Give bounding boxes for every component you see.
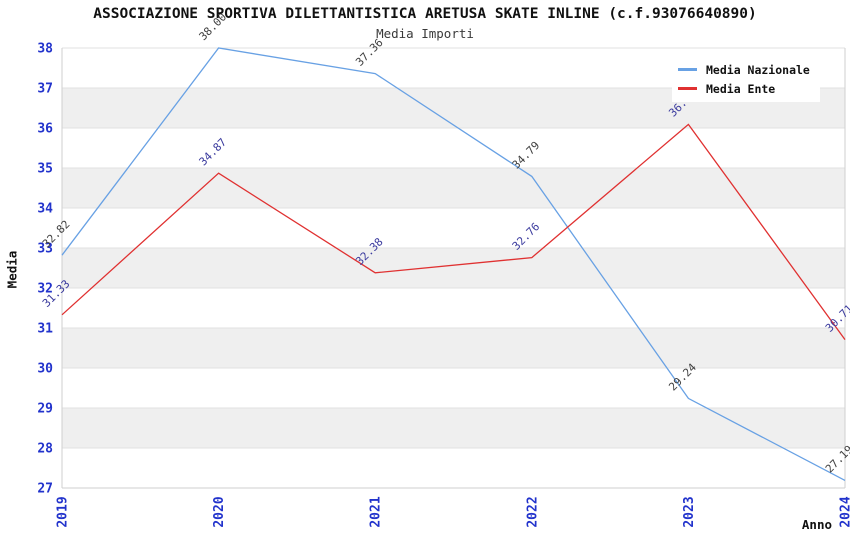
chart-legend: Media Nazionale Media Ente [672,56,820,102]
x-axis-label: Anno [801,517,832,532]
y-tick-label: 34 [37,202,53,217]
y-tick-label: 33 [37,242,53,257]
chart-subtitle: Media Importi [376,26,474,41]
legend-item-media-nazionale: Media Nazionale [678,60,820,79]
plot-band-gray [62,408,845,448]
plot-band-gray [62,328,845,368]
x-tick-label: 2020 [212,496,227,527]
plot-band-white [62,128,845,168]
series-line-media-nazionale [61,47,846,481]
legend-swatch-blue-line-icon [678,68,697,71]
x-tick-label: 2019 [56,496,71,527]
x-tick-label: 2022 [525,496,540,527]
chart-title: ASSOCIAZIONE SPORTIVA DILETTANTISTICA AR… [93,6,757,22]
y-tick-label: 37 [37,82,53,97]
y-tick-label: 32 [37,282,53,297]
plot-band-white [62,208,845,248]
series-line-media-ente [61,123,846,340]
y-tick-label: 30 [37,362,53,377]
plot-band-white [62,448,845,488]
y-tick-label: 28 [37,442,53,457]
legend-item-media-ente: Media Ente [678,79,820,98]
legend-label: Media Nazionale [706,62,810,77]
y-tick-label: 29 [37,402,53,417]
plot-band-gray [62,168,845,208]
plot-band-white [62,368,845,408]
x-tick-label: 2021 [369,496,384,527]
legend-label: Media Ente [706,81,776,96]
x-tick-label: 2023 [682,496,697,527]
x-tick-label: 2024 [839,496,850,527]
y-tick-label: 38 [37,42,53,57]
plot-band-gray [62,248,845,288]
plot-band-white [62,288,845,328]
y-tick-label: 36 [37,122,53,137]
y-tick-label: 31 [37,322,53,337]
legend-swatch-red-line-icon [678,87,697,90]
y-tick-label: 27 [37,482,53,497]
y-axis-label: Media [4,250,20,289]
y-tick-label: 35 [37,162,53,177]
